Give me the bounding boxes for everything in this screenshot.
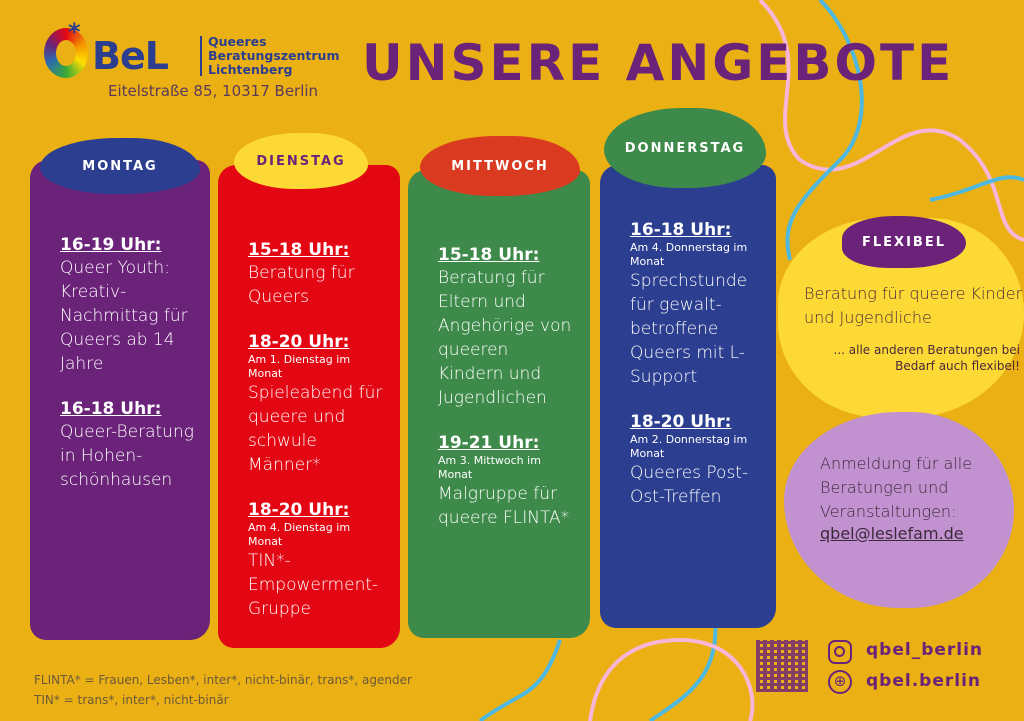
day-column-dienstag: 15-18 Uhr: Beratung für Queers 18-20 Uhr: A… [218,165,400,648]
logo-q-icon [44,28,88,78]
entry-time: 18-20 Uhr: [630,412,732,432]
qr-code[interactable] [756,640,808,692]
entry-time: 15-18 Uhr: [438,245,540,265]
flexibel-main: Beratung für queere Kinder und Jugendlic… [804,284,1023,327]
entry-description: Spieleabend für queere und schwule Männe… [248,383,383,475]
logo-brand: BeL [92,34,169,78]
anmeldung-text: Anmeldung für alle Beratungen und Verans… [820,454,973,521]
entry-description: Queer Youth: Kreativ-Nachmittag für Quee… [60,258,188,374]
schedule-entry: 16-18 Uhr: Am 4. Donnerstag im Monat Sprec… [630,219,760,389]
anmeldung-panel: Anmeldung für alle Beratungen und Verans… [784,412,1014,608]
entry-time: 15-18 Uhr: [248,240,350,260]
entry-time: 16-18 Uhr: [630,220,732,240]
schedule-entry: 15-18 Uhr: Beratung für Queers [248,239,384,309]
entry-description: TIN*-Empowerment-Gruppe [248,551,379,619]
entry-description: Queeres Post-Ost-Treffen [630,463,749,507]
schedule-entry: 16-18 Uhr: Queer-Beratung in Hohen-schönh… [60,398,194,492]
flexibel-label: FLEXIBEL [842,216,966,268]
day-header-donnerstag: DONNERSTAG [604,108,766,188]
logo-subtitle-line: Lichtenberg [208,62,293,77]
day-column-montag: 16-19 Uhr: Queer Youth: Kreativ-Nachmitta… [30,160,210,640]
footnote-tin: TIN* = trans*, inter*, nicht-binär [34,693,229,707]
entry-note: Am 1. Dienstag im Monat [248,353,351,380]
entry-note: Am 4. Dienstag im Monat [248,521,351,548]
page-title: UNSERE ANGEBOTE [362,34,955,92]
schedule-entry: 18-20 Uhr: Am 4. Dienstag im Monat TIN*-Em… [248,499,384,621]
footnote-flinta: FLINTA* = Frauen, Lesben*, inter*, nicht… [34,673,412,687]
logo-divider [200,36,202,76]
day-column-donnerstag: 16-18 Uhr: Am 4. Donnerstag im Monat Sprec… [600,165,776,628]
entry-time: 16-19 Uhr: [60,235,162,255]
flexibel-sub: ... alle anderen Beratungen bei Bedarf a… [833,343,1020,373]
day-header-montag: MONTAG [40,138,200,194]
entry-description: Beratung für Queers [248,263,355,307]
schedule-entry: 18-20 Uhr: Am 1. Dienstag im Monat Spielea… [248,331,384,477]
schedule-entry: 15-18 Uhr: Beratung für Eltern und Angehö… [438,244,574,410]
entry-description: Malgruppe für queere FLINTA* [438,484,570,528]
instagram-handle[interactable]: qbel_berlin [866,640,984,660]
globe-icon: ⊕ [828,670,852,694]
instagram-icon [828,640,852,664]
entry-note: Am 2. Donnerstag im Monat [630,433,748,460]
entry-description: Sprechstunde für gewalt-betroffene Queer… [630,271,748,387]
entry-note: Am 3. Mittwoch im Monat [438,454,541,481]
entry-time: 18-20 Uhr: [248,500,350,520]
email-link[interactable]: qbel@leslefam.de [820,524,964,543]
logo-asterisk-icon: * [68,18,81,46]
entry-time: 18-20 Uhr: [248,332,350,352]
flexibel-panel: Beratung für queere Kinder und Jugendlic… [778,218,1024,418]
schedule-entry: 16-19 Uhr: Queer Youth: Kreativ-Nachmitta… [60,234,194,376]
logo-subtitle: Queeres Beratungszentrum Lichtenberg [208,35,339,77]
website-link[interactable]: qbel.berlin [866,671,981,691]
day-header-mittwoch: MITTWOCH [420,136,580,196]
footnotes: FLINTA* = Frauen, Lesben*, inter*, nicht… [34,670,412,710]
entry-note: Am 4. Donnerstag im Monat [630,241,748,268]
entry-time: 19-21 Uhr: [438,433,540,453]
logo-subtitle-line: Queeres [208,34,267,49]
entry-description: Beratung für Eltern und Angehörige von q… [438,268,572,408]
logo-subtitle-line: Beratungszentrum [208,48,340,63]
schedule-entry: 18-20 Uhr: Am 2. Donnerstag im Monat Queer… [630,411,760,509]
day-header-dienstag: DIENSTAG [234,133,368,189]
schedule-entry: 19-21 Uhr: Am 3. Mittwoch im Monat Malgrup… [438,432,574,530]
entry-description: Queer-Beratung in Hohen-schönhausen [60,422,194,490]
address: Eitelstraße 85, 10317 Berlin [108,82,319,100]
entry-time: 16-18 Uhr: [60,399,162,419]
day-column-mittwoch: 15-18 Uhr: Beratung für Eltern und Angehö… [408,170,590,638]
